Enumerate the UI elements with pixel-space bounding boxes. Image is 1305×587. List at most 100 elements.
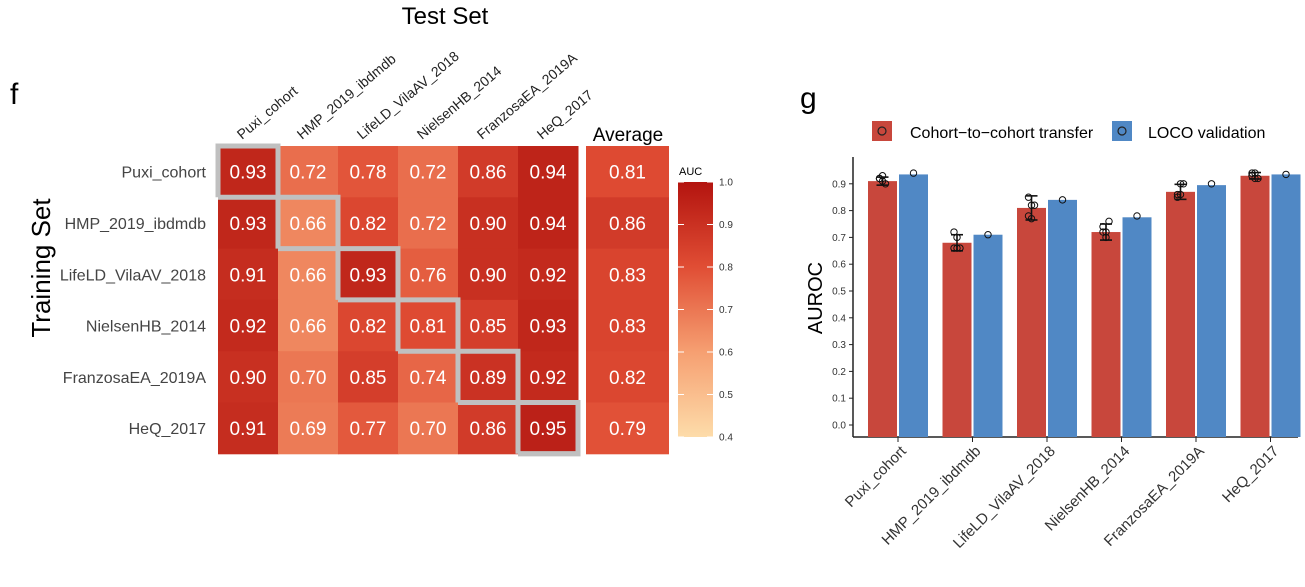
heatmap-value: 0.93 [230, 214, 267, 235]
colorbar-tick-label: 0.5 [719, 390, 733, 401]
heatmap-value: 0.86 [470, 163, 507, 184]
data-point [1024, 193, 1033, 201]
heatmap-value: 0.90 [230, 368, 267, 389]
average-cell [586, 146, 669, 198]
colorbar-tick-label: 0.6 [719, 348, 733, 359]
diagonal-cell-outline [338, 248, 401, 303]
heatmap-row-label: HMP_2019_ibdmdb [65, 216, 207, 233]
heatmap-row-label: Puxi_cohort [122, 165, 207, 182]
data-point [1102, 233, 1110, 242]
heatmap-cell [278, 351, 339, 403]
heatmap-value: 0.91 [230, 265, 267, 286]
heatmap-row-label: NielsenHB_2014 [86, 319, 206, 336]
bar-loco-validation [973, 234, 1003, 437]
heatmap-cell [458, 351, 519, 403]
heatmap-value: 0.85 [470, 317, 507, 338]
bar-marks [868, 169, 1301, 438]
data-point [1099, 222, 1107, 231]
data-point [1173, 190, 1182, 199]
diagonal-cell-outline [278, 197, 341, 252]
legend-label-cohort: Cohort−to−cohort transfer [910, 125, 1094, 142]
bar-y-tick-label: 0.6 [832, 260, 846, 271]
data-point [1282, 170, 1290, 179]
heatmap-value: 0.66 [290, 317, 327, 338]
heatmap-value: 0.82 [350, 214, 387, 235]
diagonal-outline [215, 143, 581, 457]
heatmap-cell [458, 146, 519, 198]
bar-y-tick-label: 0.1 [832, 394, 846, 405]
colorbar-tick-label: 0.8 [719, 263, 733, 274]
data-point [1176, 180, 1185, 188]
heatmap-value: 0.85 [350, 368, 387, 389]
legend-swatch-cohort [872, 121, 892, 141]
heatmap-cell [398, 197, 459, 250]
heatmap-cell [398, 146, 459, 198]
heatmap-cell [218, 146, 279, 198]
diagonal-cell-outline [218, 146, 281, 200]
data-point [1179, 180, 1188, 188]
data-point [984, 231, 992, 239]
legend-label-loco: LOCO validation [1148, 125, 1265, 142]
average-value: 0.82 [609, 368, 646, 389]
heatmap-cell [338, 351, 399, 403]
bar-x-tick-labels: Puxi_cohortHMP_2019_ibdmdbLifeLD_VilaAV_… [842, 437, 1282, 552]
heatmap-value: 0.93 [350, 265, 387, 286]
heatmap-cell [398, 402, 459, 455]
heatmap-column-label: Puxi_cohort [234, 82, 301, 142]
heatmap-value: 0.72 [410, 163, 447, 184]
data-point [1105, 217, 1113, 226]
heatmap-cell [278, 248, 339, 301]
heatmap-row-label: FranzosaEA_2019A [63, 370, 207, 387]
data-point [1133, 212, 1141, 220]
heatmap-cell [218, 197, 279, 250]
heatmap-cell [338, 402, 399, 455]
data-point [881, 180, 890, 188]
average-cell [586, 197, 669, 250]
heatmap-value: 0.92 [230, 317, 267, 338]
heatmap-value: 0.82 [350, 317, 387, 338]
average-cell [586, 248, 669, 301]
data-point [1176, 190, 1185, 199]
heatmap-value: 0.74 [410, 368, 447, 389]
average-column: 0.81 0.86 0.83 0.83 0.82 0.79 [586, 146, 669, 455]
heatmap-cell [218, 299, 279, 352]
data-point [1027, 214, 1036, 223]
heatmap-column-label: FranzosaEA_2019A [474, 49, 581, 142]
heatmap-cell [398, 248, 459, 301]
heatmap-row-label: LifeLD_VilaAV_2018 [60, 267, 206, 284]
heatmap-value: 0.92 [530, 265, 567, 286]
heatmap-cells [218, 146, 579, 455]
bar-y-tick-label: 0.9 [832, 179, 846, 190]
data-point [953, 244, 961, 252]
heatmap-value: 0.72 [410, 214, 447, 235]
bar-y-tick-label: 0.4 [832, 313, 846, 324]
heatmap-cell [338, 248, 399, 301]
bar-loco-validation [1271, 174, 1301, 438]
heatmap-value: 0.91 [230, 419, 267, 440]
heatmap-column-label: LifeLD_VilaAV_2018 [354, 48, 462, 143]
bar-y-tick-label: 0.7 [832, 233, 846, 244]
heatmap-cell [518, 299, 579, 352]
heatmap-value: 0.72 [290, 163, 327, 184]
heatmap-cell [458, 402, 519, 455]
heatmap-cell [338, 146, 399, 198]
heatmap-value: 0.69 [290, 419, 327, 440]
bar-loco-validation [1048, 199, 1077, 437]
bar-loco-validation [1122, 217, 1152, 437]
heatmap-cell [278, 197, 339, 250]
data-point [878, 172, 887, 180]
heatmap-value: 0.78 [350, 163, 387, 184]
colorbar-tick-label: 0.7 [719, 305, 733, 316]
average-value: 0.83 [609, 265, 646, 286]
heatmap-row-labels: Puxi_cohort HMP_2019_ibdmdb LifeLD_VilaAV_… [60, 165, 207, 439]
bar-ylabel: AUROC [805, 262, 827, 334]
heatmap-value: 0.93 [530, 317, 567, 338]
heatmap-value: 0.70 [410, 419, 447, 440]
bar-loco-validation [1197, 185, 1226, 437]
panel-label-f: f [10, 78, 19, 111]
data-point [1027, 201, 1036, 209]
panel-label-g: g [800, 82, 817, 115]
heatmap-cell [218, 248, 279, 301]
colorbar-tick-label: 0.9 [719, 220, 733, 231]
heatmap-cell [398, 299, 459, 352]
